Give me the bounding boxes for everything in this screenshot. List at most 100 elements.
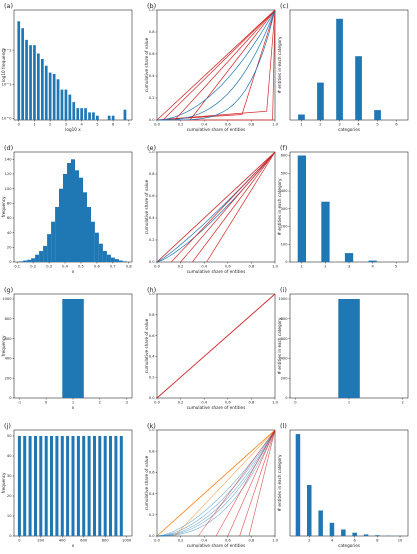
x-tick-label: 5 — [395, 265, 397, 269]
x-tick-label: 0.8 — [249, 123, 255, 127]
x-tick-label: 3 — [338, 123, 340, 127]
x-tick-label: 0.0 — [154, 401, 160, 405]
x-tick-label: 1 — [33, 123, 35, 127]
bar — [61, 436, 64, 536]
bar — [88, 436, 91, 536]
bar — [95, 233, 99, 262]
y-tick-label: 0.8 — [149, 172, 155, 176]
bar — [76, 108, 79, 120]
y-axis-label: cumulative share of value — [144, 179, 149, 234]
bar — [71, 159, 75, 262]
panel-b: (b)cumulative share of entitiescumulativ… — [144, 2, 279, 132]
x-tick-label: 0 — [294, 401, 297, 405]
bar — [65, 90, 68, 120]
y-tick-label: 0.2 — [149, 375, 155, 379]
x-tick-label: 8 — [376, 539, 379, 543]
series-line — [157, 152, 275, 262]
bar — [338, 299, 360, 398]
panel-label: (a) — [4, 2, 13, 10]
y-tick-label: 500 — [281, 171, 289, 175]
bar — [318, 511, 323, 537]
y-tick-label: 0.4 — [149, 355, 155, 359]
x-tick-label: 5 — [376, 123, 378, 127]
bar — [82, 436, 85, 536]
panel-label: (d) — [4, 144, 13, 152]
series-line — [198, 430, 275, 536]
y-tick-label: 0.2 — [149, 238, 155, 242]
x-tick-label: 6 — [112, 123, 115, 127]
bar — [307, 485, 312, 536]
series-line — [175, 10, 275, 120]
bar — [345, 253, 353, 262]
bar — [98, 436, 101, 536]
y-tick-label: 400 — [5, 357, 13, 361]
bar — [45, 66, 48, 120]
panel-l: (l)categories# entities in each category… — [277, 422, 408, 548]
x-tick-label: 1.0 — [272, 539, 278, 543]
bar — [49, 73, 52, 120]
x-tick-label: 2 — [308, 539, 310, 543]
x-tick-label: 0.6 — [225, 401, 231, 405]
x-tick-label: -1 — [18, 401, 22, 405]
x-tick-label: 0.6 — [94, 265, 100, 269]
bar — [29, 436, 32, 536]
x-tick-label: 1 — [300, 123, 302, 127]
bar — [33, 45, 36, 120]
bar — [317, 83, 324, 120]
y-tick-label: 1000 — [278, 297, 288, 301]
y-tick-label: 0 — [285, 260, 288, 264]
bar — [79, 178, 83, 262]
x-tick-label: 1 — [301, 265, 303, 269]
x-tick-label: 0.2 — [30, 265, 36, 269]
x-axis-label: cumulative share of entities — [187, 269, 246, 274]
x-tick-label: 1.0 — [272, 123, 278, 127]
x-tick-label: 4 — [81, 123, 84, 127]
bar — [104, 436, 107, 536]
bar — [115, 259, 119, 262]
y-tick-label: 0.4 — [149, 216, 155, 220]
bar — [96, 116, 99, 120]
y-tick-label: 40 — [7, 231, 12, 235]
bar — [87, 207, 91, 262]
x-tick-label: 0.1 — [14, 265, 20, 269]
bar — [80, 108, 83, 120]
y-tick-label: 10^1 — [2, 82, 12, 86]
x-tick-label: 0.6 — [225, 539, 231, 543]
axes-frame — [290, 10, 408, 120]
bar — [62, 299, 84, 398]
bar — [91, 222, 95, 262]
bar — [25, 40, 28, 120]
y-tick-label: 200 — [5, 376, 13, 380]
y-tick-label: 400 — [281, 189, 289, 193]
x-tick-label: 2 — [401, 401, 403, 405]
bar — [41, 59, 44, 120]
y-tick-label: 800 — [281, 317, 289, 321]
x-tick-label: 1000 — [122, 539, 132, 543]
panel-label: (f) — [280, 144, 287, 152]
bar — [77, 436, 80, 536]
x-tick-label: 0.4 — [201, 539, 207, 543]
series-line — [228, 430, 275, 536]
bar — [45, 436, 48, 536]
bar — [27, 260, 31, 262]
x-tick-label: 0.2 — [178, 401, 184, 405]
bar — [39, 436, 42, 536]
bar — [352, 533, 357, 536]
bar — [29, 45, 32, 120]
bar — [31, 258, 35, 262]
x-tick-label: 400 — [59, 539, 67, 543]
y-tick-label: 40 — [7, 454, 12, 458]
bar — [109, 436, 112, 536]
x-tick-label: 4 — [371, 265, 374, 269]
x-tick-label: 0 — [45, 401, 48, 405]
bar — [43, 246, 47, 262]
x-axis-label: cumulative share of entities — [187, 543, 246, 548]
y-tick-label: 120 — [5, 172, 13, 176]
y-tick-label: 0 — [285, 396, 288, 400]
bar — [298, 115, 305, 121]
y-tick-label: 0 — [9, 534, 12, 538]
bar — [92, 112, 95, 120]
x-tick-label: 0.4 — [62, 265, 68, 269]
y-tick-label: 10 — [7, 514, 12, 518]
